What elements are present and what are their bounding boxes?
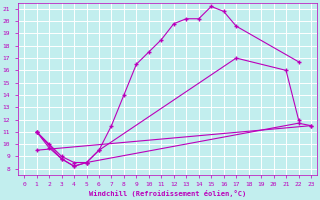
X-axis label: Windchill (Refroidissement éolien,°C): Windchill (Refroidissement éolien,°C) bbox=[89, 190, 246, 197]
